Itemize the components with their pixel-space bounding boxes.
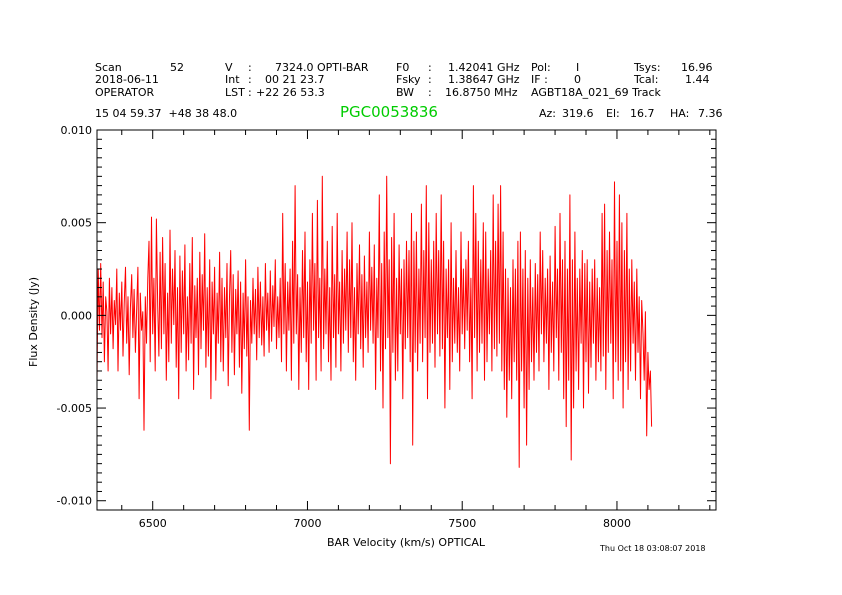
lst-separator: :: [248, 86, 252, 99]
x-tick-label: 8000: [603, 517, 631, 530]
tcal-label: Tcal:: [634, 73, 659, 86]
lst-label: LST: [225, 86, 245, 99]
sky-frequency-separator: :: [428, 73, 432, 86]
observation-date: 2018-06-11: [95, 73, 159, 86]
polarization-value: I: [576, 61, 580, 74]
tsys-value: 16.96: [681, 61, 713, 74]
azimuth-value: 319.6: [562, 107, 594, 120]
velocity-separator: :: [248, 61, 252, 74]
velocity-label: V: [225, 61, 233, 74]
hour-angle-value: 7.36: [698, 107, 723, 120]
tsys-label: Tsys:: [634, 61, 661, 74]
coordinates: 15 04 59.37 +48 38 48.0: [95, 107, 238, 120]
lst-value: +22 26 53.3: [256, 86, 325, 99]
plot-frame: [96, 129, 717, 511]
bandwidth-separator: :: [428, 86, 432, 99]
bandwidth-label: BW: [396, 86, 415, 99]
elevation-label: El:: [606, 107, 620, 120]
if-label: IF :: [531, 73, 548, 86]
rest-frequency-separator: :: [428, 61, 432, 74]
project-id: AGBT18A_021_69 Track: [531, 86, 661, 99]
x-tick-label: 6500: [139, 517, 167, 530]
velocity-value: 7324.0 OPTI-BAR: [275, 61, 369, 74]
source-name: PGC0053836: [340, 103, 438, 121]
polarization-label: Pol:: [531, 61, 551, 74]
if-value: 0: [574, 73, 581, 86]
x-tick-label: 7500: [448, 517, 476, 530]
sky-frequency-label: Fsky: [396, 73, 421, 86]
azimuth-label: Az:: [539, 107, 557, 120]
hour-angle-label: HA:: [670, 107, 690, 120]
sky-frequency-value: 1.38647 GHz: [448, 73, 520, 86]
spectrum-trace: [96, 175, 653, 468]
scan-label: Scan: [95, 61, 122, 74]
y-tick-label: 0.000: [61, 309, 93, 322]
y-tick-label: 0.005: [61, 217, 93, 230]
scan-value: 52: [170, 61, 184, 74]
integration-label: Int: [225, 73, 240, 86]
integration-value: 00 21 23.7: [265, 73, 325, 86]
tcal-value: 1.44: [685, 73, 710, 86]
y-tick-label: -0.005: [57, 402, 92, 415]
plot-timestamp: Thu Oct 18 03:08:07 2018: [600, 544, 706, 553]
x-tick-label: 7000: [293, 517, 321, 530]
y-tick-label: 0.010: [61, 124, 93, 137]
x-axis-label: BAR Velocity (km/s) OPTICAL: [327, 536, 486, 549]
observer-name: OPERATOR: [95, 86, 155, 99]
integration-separator: :: [248, 73, 252, 86]
rest-frequency-value: 1.42041 GHz: [448, 61, 520, 74]
rest-frequency-label: F0: [396, 61, 410, 74]
y-tick-label: -0.010: [57, 495, 92, 508]
elevation-value: 16.7: [630, 107, 655, 120]
bandwidth-value: 16.8750 MHz: [445, 86, 518, 99]
y-axis-label: Flux Density (Jy): [27, 277, 40, 367]
